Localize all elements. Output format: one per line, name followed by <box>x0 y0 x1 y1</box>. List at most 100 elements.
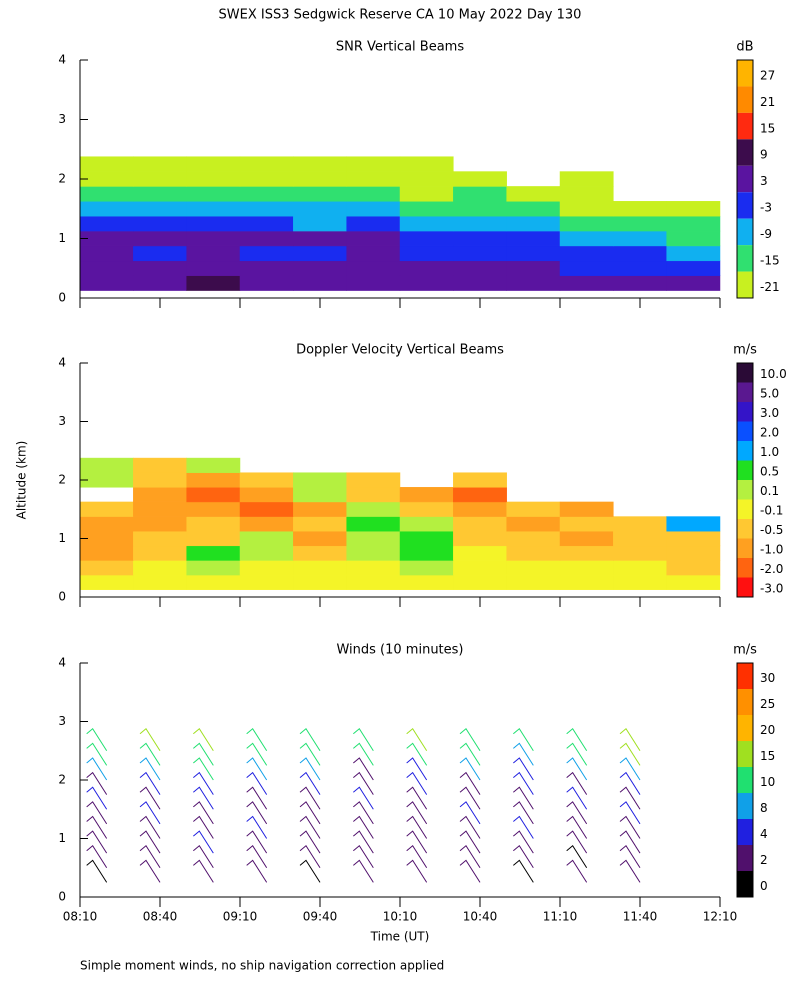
y-tick-label: 0 <box>58 890 66 904</box>
heat-cell <box>346 530 401 547</box>
heat-cell <box>506 201 561 217</box>
heat-cell <box>453 530 507 547</box>
heat-cell <box>239 275 294 291</box>
heat-cell <box>346 574 401 590</box>
heat-cell <box>453 230 507 247</box>
colorbar-label: 9 <box>760 148 768 162</box>
heat-cell <box>293 530 347 547</box>
wind-barb <box>353 830 374 854</box>
heat-cell <box>79 186 134 202</box>
heat-cell <box>399 501 454 517</box>
wind-barb <box>459 801 481 825</box>
heat-cell <box>293 171 347 187</box>
heat-cell <box>239 156 294 172</box>
heat-cell <box>453 501 507 517</box>
heat-cell <box>559 230 614 247</box>
colorbar-label: 15 <box>760 121 775 135</box>
wind-barb <box>619 728 641 752</box>
heat-cell <box>186 487 241 503</box>
heat-cell <box>239 201 294 217</box>
wind-barb <box>619 859 641 883</box>
heat-cell <box>666 215 721 232</box>
wind-barb <box>193 728 214 752</box>
heat-cell <box>559 516 614 532</box>
heat-cell <box>613 260 667 276</box>
heat-cell <box>666 260 721 276</box>
colorbar-label: 15 <box>760 749 775 763</box>
wind-barb <box>459 859 481 883</box>
heat-cell <box>186 245 241 262</box>
wind-barb <box>406 845 428 869</box>
y-axis-label: Altitude (km) <box>15 441 29 520</box>
wind-barb <box>246 728 268 752</box>
y-tick-label: 3 <box>58 714 66 728</box>
wind-barb <box>299 845 321 869</box>
wind-barb <box>139 859 161 883</box>
colorbar-label: 30 <box>760 671 775 685</box>
heat-cell <box>293 560 347 576</box>
heat-cell <box>133 186 187 202</box>
colorbar-label: 3 <box>760 174 768 188</box>
wind-barb <box>86 728 108 752</box>
footnote: Simple moment winds, no ship navigation … <box>80 959 444 973</box>
heat-cell <box>559 574 614 590</box>
wind-barb <box>246 757 268 781</box>
heat-cell <box>293 472 347 488</box>
wind-barb <box>86 859 108 883</box>
heat-cell <box>186 560 241 576</box>
heat-cell <box>399 230 454 247</box>
heat-cell <box>79 275 134 291</box>
heat-cell <box>186 530 241 547</box>
colorbar-frame <box>736 59 754 299</box>
heat-cell <box>399 545 454 561</box>
colorbar-band <box>737 192 753 219</box>
heat-cell <box>453 574 507 590</box>
colorbar-label: -2.0 <box>760 562 783 576</box>
wind-barb <box>513 728 534 752</box>
colorbar-label: 8 <box>760 801 768 815</box>
colorbar-band <box>737 871 753 897</box>
wind-barb <box>86 845 108 869</box>
y-tick-label: 2 <box>58 773 66 787</box>
colorbar-label: 1.0 <box>760 445 779 459</box>
colorbar-label: -3.0 <box>760 582 783 596</box>
colorbar-unit: m/s <box>733 643 757 658</box>
wind-barb <box>459 771 481 795</box>
heat-cell <box>453 472 507 488</box>
wind-barb <box>513 859 534 883</box>
heat-cell <box>613 275 667 291</box>
colorbar-label: 20 <box>760 723 775 737</box>
wind-barb <box>459 742 481 766</box>
wind-barb <box>299 830 321 854</box>
heat-cell <box>346 260 401 276</box>
heat-cell <box>186 201 241 217</box>
colorbar-band <box>737 577 753 597</box>
wind-barb <box>353 801 374 825</box>
wind-barb <box>193 815 214 839</box>
heat-cell <box>613 215 667 232</box>
heat-cell <box>346 545 401 561</box>
wind-barb <box>566 757 588 781</box>
colorbar-band <box>737 689 753 715</box>
wind-barb <box>353 859 374 883</box>
heat-cell <box>133 501 187 517</box>
heat-cell <box>453 245 507 262</box>
heat-cell <box>239 215 294 232</box>
heat-cell <box>559 215 614 232</box>
wind-barb <box>299 786 321 810</box>
colorbar-label: -15 <box>760 253 780 267</box>
heat-cell <box>613 574 667 590</box>
heat-cell <box>79 516 134 532</box>
heat-cell <box>186 457 241 473</box>
heat-cell <box>346 156 401 172</box>
heat-cell <box>133 516 187 532</box>
heat-cell <box>133 171 187 187</box>
wind-barb <box>139 845 161 869</box>
colorbar-label: -3 <box>760 201 772 215</box>
wind-barb <box>299 859 321 883</box>
wind-barb <box>566 830 588 854</box>
heat-cell <box>186 171 241 187</box>
wind-barb <box>193 771 214 795</box>
wind-barb <box>566 786 588 810</box>
